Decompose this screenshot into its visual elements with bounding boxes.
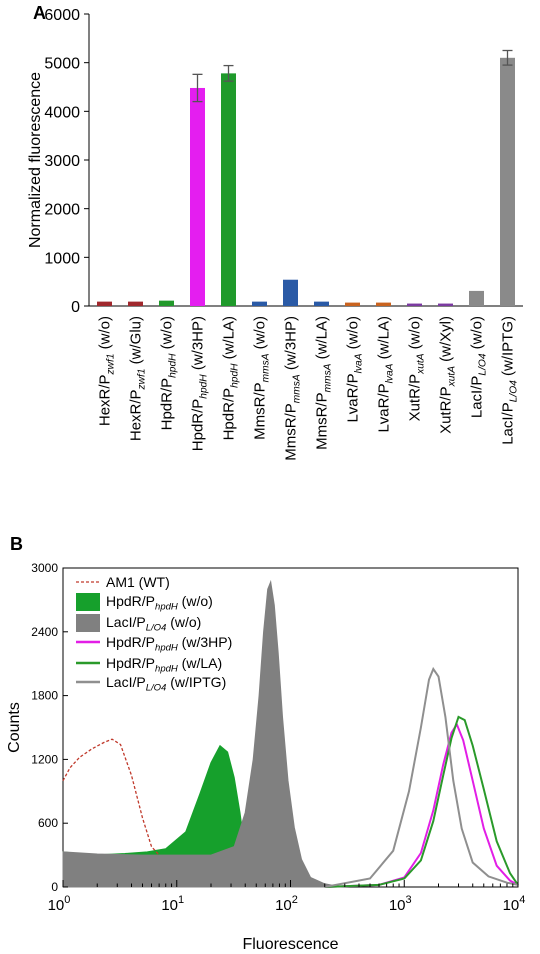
- x-tick-label: LacI/PL/O4 (w/o): [469, 316, 489, 418]
- legend-label: AM1 (WT): [106, 574, 170, 590]
- bar: [283, 279, 298, 306]
- legend-label: HpdR/PhpdH (w/3HP): [106, 634, 232, 654]
- y-tick-label: 1200: [31, 752, 58, 766]
- x-tick-label: XutR/PxutA (w/o): [407, 316, 427, 421]
- legend-swatch: [76, 593, 100, 611]
- bar: [252, 301, 267, 306]
- bar: [97, 301, 112, 306]
- bar-chart: 0 1000 2000 3000 4000 5000 6000 Normalized fluo…: [27, 7, 523, 461]
- y-tick-label: 1000: [44, 250, 80, 267]
- y-tick-label: 3000: [44, 153, 80, 170]
- histogram-line-series: [324, 666, 519, 888]
- bar: [376, 302, 391, 306]
- y-tick-label: 5000: [44, 56, 80, 73]
- y-tick-label: 600: [38, 816, 58, 830]
- bar: [500, 57, 515, 306]
- panel-label-b: B: [10, 534, 23, 554]
- x-tick-label: 102: [275, 894, 298, 914]
- bar: [221, 73, 236, 306]
- y-tick-label: 0: [51, 880, 58, 894]
- x-tick-label: LvaR/PlvaA (w/o): [345, 316, 365, 423]
- x-tick-label: MmsR/PmmsA (w/o): [252, 316, 272, 440]
- bar: [438, 303, 453, 306]
- y-axis-title: Counts: [6, 702, 23, 753]
- histogram-filled-series: [62, 579, 342, 888]
- histogram-line-series: [324, 722, 519, 888]
- x-tick-label: HpdR/PhpdH (w/o): [159, 316, 179, 430]
- bar: [469, 290, 484, 306]
- histogram-chart: 0 600 1200 1800 2400 3000 100 101 102 103 104 Fluor…: [6, 561, 525, 953]
- legend-label: HpdR/PhpdH (w/LA): [106, 655, 222, 675]
- y-tick-label: 0: [71, 299, 80, 316]
- x-tick-label: HpdR/PhpdH (w/LA): [221, 316, 241, 440]
- x-tick-label: XutR/PxutA (w/Xyl): [438, 316, 458, 434]
- x-tick-label: HpdR/PhpdH (w/3HP): [190, 316, 210, 451]
- y-tick-label: 2000: [44, 202, 80, 219]
- x-tick-label: LvaR/PlvaA (w/LA): [376, 316, 396, 433]
- bar: [314, 301, 329, 306]
- x-tick-label: MmsR/PmmsA (w/LA): [314, 316, 334, 450]
- y-tick-label: 2400: [31, 625, 58, 639]
- histogram-dashed-series: [62, 738, 160, 856]
- x-tick-label: 103: [389, 894, 412, 914]
- legend-label: HpdR/PhpdH (w/o): [106, 593, 213, 613]
- y-tick-label: 6000: [44, 7, 80, 24]
- x-tick-label: HexR/Pzwf1 (w/o): [97, 316, 117, 426]
- x-axis-title: Fluorescence: [242, 936, 338, 953]
- y-tick-label: 1800: [31, 689, 58, 703]
- bar: [345, 302, 360, 306]
- y-tick-label: 4000: [44, 104, 80, 121]
- legend: AM1 (WT) HpdR/PhpdH (w/o)LacI/PL/O4 (w/o)…: [76, 574, 232, 694]
- legend-swatch: [76, 614, 100, 632]
- bar: [159, 300, 174, 306]
- x-tick-label: LacI/PL/O4 (w/IPTG): [500, 316, 520, 445]
- bar: [407, 303, 422, 306]
- x-tick-label: HexR/Pzwf1 (w/Glu): [128, 316, 148, 441]
- legend-label: LacI/PL/O4 (w/o): [106, 614, 201, 634]
- y-axis-title: Normalized fluorescence: [27, 72, 44, 248]
- bar: [190, 87, 205, 307]
- x-tick-label: MmsR/PmmsA (w/3HP): [283, 316, 303, 461]
- x-tick-label: 101: [161, 894, 184, 914]
- x-tick-label: 104: [503, 894, 526, 914]
- legend-label: LacI/PL/O4 (w/IPTG): [106, 674, 226, 694]
- x-tick-label: 100: [48, 894, 71, 914]
- histogram-line-series: [324, 715, 519, 888]
- bar: [128, 301, 143, 306]
- y-tick-label: 3000: [31, 561, 58, 575]
- panel-label-a: A: [33, 3, 46, 23]
